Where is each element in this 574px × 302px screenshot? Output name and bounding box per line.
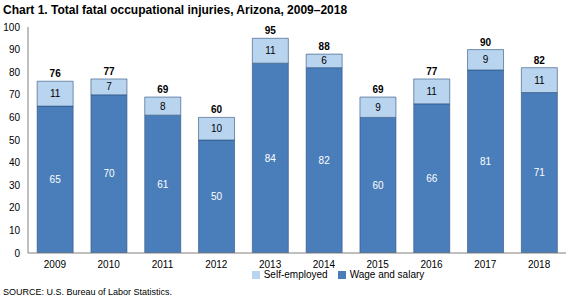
svg-text:60: 60: [211, 104, 223, 115]
svg-text:69: 69: [372, 84, 384, 95]
svg-text:70: 70: [103, 168, 115, 179]
svg-text:77: 77: [103, 66, 115, 77]
svg-text:2013: 2013: [259, 259, 282, 270]
html-text:Chart 1. Total fatal occupatio: Chart 1. Total fatal occupational injuri…: [3, 3, 348, 17]
html-text:SOURCE: U.S. Bureau of Labor S: SOURCE: U.S. Bureau of Labor Statistics.: [3, 287, 173, 297]
svg-text:9: 9: [483, 54, 489, 65]
svg-text:70: 70: [9, 89, 21, 100]
svg-text:95: 95: [265, 25, 277, 36]
svg-text:11: 11: [534, 75, 545, 86]
svg-text:20: 20: [9, 202, 21, 213]
svg-text:90: 90: [9, 44, 21, 55]
svg-text:7: 7: [106, 81, 112, 92]
svg-text:2014: 2014: [313, 259, 336, 270]
svg-text:9: 9: [375, 102, 381, 113]
svg-text:100: 100: [8, 22, 20, 33]
svg-text:2017: 2017: [474, 259, 497, 270]
svg-text:60: 60: [372, 180, 384, 191]
svg-text:88: 88: [319, 41, 331, 52]
svg-text:2009: 2009: [44, 259, 67, 270]
svg-text:11: 11: [427, 86, 438, 97]
svg-text:6: 6: [321, 55, 327, 66]
svg-text:50: 50: [9, 135, 21, 146]
svg-text:82: 82: [534, 55, 546, 66]
svg-text:60: 60: [9, 112, 21, 123]
svg-text:65: 65: [50, 174, 62, 185]
svg-text:81: 81: [480, 156, 492, 167]
svg-text:2015: 2015: [367, 259, 390, 270]
svg-text:8: 8: [160, 101, 166, 112]
svg-text:2010: 2010: [98, 259, 121, 270]
svg-text:71: 71: [534, 167, 546, 178]
svg-text:69: 69: [157, 84, 169, 95]
svg-text:10: 10: [211, 123, 223, 134]
svg-text:2012: 2012: [205, 259, 228, 270]
svg-text:61: 61: [157, 179, 169, 190]
html-text:Wage and salary: Wage and salary: [349, 269, 425, 280]
svg-text:11: 11: [50, 88, 61, 99]
svg-text:90: 90: [480, 37, 492, 48]
svg-text:2011: 2011: [152, 259, 174, 270]
svg-text:82: 82: [319, 155, 331, 166]
svg-text:2018: 2018: [528, 259, 551, 270]
html-text:Self-employed: Self-employed: [263, 269, 328, 280]
svg-text:80: 80: [9, 67, 21, 78]
svg-text:77: 77: [426, 66, 438, 77]
svg-text:76: 76: [50, 68, 62, 79]
svg-text:40: 40: [9, 157, 21, 168]
svg-text:2016: 2016: [420, 259, 443, 270]
svg-text:66: 66: [426, 173, 438, 184]
svg-text:84: 84: [265, 153, 277, 164]
svg-text:50: 50: [211, 191, 223, 202]
svg-text:0: 0: [14, 248, 20, 259]
svg-text:10: 10: [9, 225, 21, 236]
svg-text:30: 30: [9, 180, 21, 191]
svg-text:11: 11: [265, 45, 276, 56]
